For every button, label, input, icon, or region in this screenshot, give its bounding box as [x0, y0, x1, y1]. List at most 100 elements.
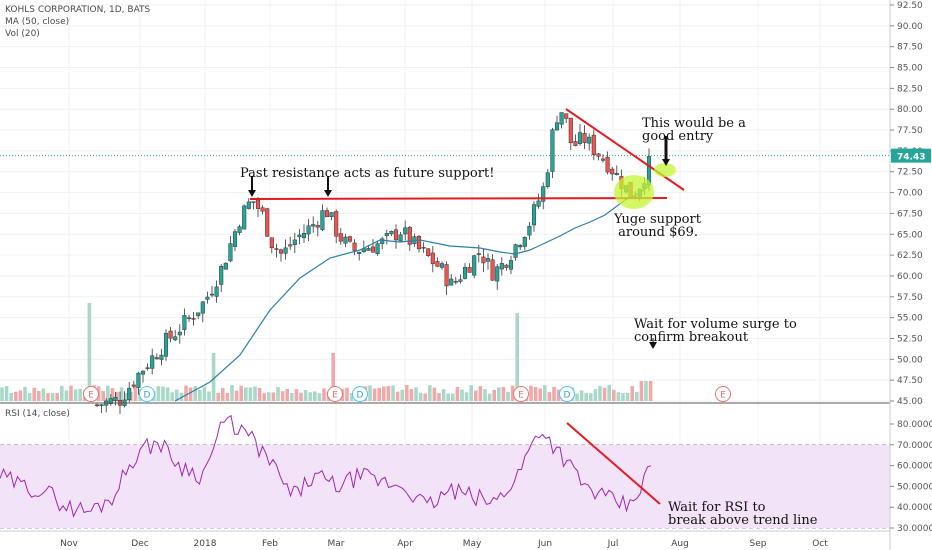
candle-body [375, 243, 380, 255]
rsi-tick-label: 30.0000 [897, 524, 932, 534]
x-tick-label: Jun [537, 539, 552, 549]
x-tick-label: 2018 [194, 539, 217, 549]
volume-bar [202, 386, 207, 401]
price-tick-label: 67.50 [897, 209, 923, 219]
volume-bar [262, 393, 266, 401]
candle-body [352, 242, 357, 251]
volume-bar [377, 387, 381, 401]
candle-body [462, 267, 468, 279]
candle-body [320, 210, 325, 230]
price-tick-label: 92.50 [897, 1, 923, 11]
event-marker-label: E [720, 391, 726, 401]
volume-bar [193, 386, 197, 401]
volume-bar [547, 392, 552, 401]
candle-body [223, 262, 228, 270]
volume-bar [556, 389, 561, 401]
volume-bar [46, 393, 50, 401]
price-tick-label: 77.50 [897, 126, 923, 136]
price-tick-label: 70.00 [897, 189, 923, 199]
candle-body [159, 354, 164, 360]
candle-body [550, 129, 555, 172]
volume-bar [294, 389, 299, 401]
x-tick-label: May [463, 539, 482, 549]
rsi-tick-label: 50.0000 [897, 482, 932, 492]
volume-bar [552, 387, 556, 401]
support-highlight [614, 175, 654, 209]
candle-body [416, 235, 422, 250]
price-tick-label: 80.00 [897, 105, 923, 115]
volume-bar [593, 389, 598, 401]
volume-bar [455, 387, 460, 401]
volume-bar [400, 389, 404, 401]
candle-body [140, 370, 146, 375]
volume-bar [460, 389, 464, 401]
x-tick-label: Jul [607, 539, 619, 549]
volume-bar [198, 390, 202, 401]
ma-legend: MA (50, close) [5, 17, 70, 27]
drawing-overlays [248, 108, 685, 505]
candle-body [389, 231, 394, 235]
annotation-past-resistance: Past resistance acts as future support! [240, 166, 495, 181]
volume-bar [50, 393, 55, 401]
candle-body [131, 384, 136, 387]
candle-body [426, 248, 431, 257]
candle-body [541, 186, 546, 202]
volume-bar [616, 392, 621, 401]
candle-body [504, 264, 509, 268]
rsi-tick-label: 70.0000 [897, 441, 932, 451]
current-price-badge [891, 148, 931, 163]
volume-bar [290, 393, 294, 401]
volume-bar [308, 392, 312, 401]
candle-body [370, 246, 376, 253]
candle-body [99, 404, 104, 406]
volume-bar [188, 387, 193, 401]
candle-body [168, 330, 173, 339]
volume-bar [276, 387, 280, 401]
volume-bar [207, 391, 211, 401]
volume-bar [221, 388, 225, 401]
volume-bar [55, 393, 59, 401]
x-tick-label: Sep [750, 539, 767, 549]
grid-lines [0, 0, 890, 530]
candle-body [145, 367, 150, 369]
rsi-tick-label: 60.0000 [897, 462, 932, 472]
ma-line [174, 184, 651, 402]
x-tick-label: Feb [262, 539, 278, 549]
volume-bar [395, 391, 400, 401]
volume-bar [423, 393, 427, 401]
current-price-label: 74.43 [897, 153, 925, 163]
candle-body [449, 278, 454, 286]
candle-body [251, 201, 256, 203]
candle-body [384, 233, 389, 237]
candle-body [186, 317, 192, 319]
volume-bar [239, 385, 243, 401]
candle-body [582, 133, 587, 143]
event-marker-earnings [327, 386, 343, 402]
price-tick-label: 85.00 [897, 64, 923, 74]
volume-bar [73, 389, 78, 401]
volume-bar [133, 387, 138, 401]
candle-body [403, 227, 408, 235]
volume-bar [216, 392, 220, 401]
volume-bar [78, 388, 82, 401]
candle-body [260, 207, 265, 212]
price-tick-label: 60.00 [897, 272, 923, 282]
candle-body [288, 244, 293, 247]
candle-body [444, 264, 449, 287]
volume-bar [474, 390, 478, 401]
volume-bar [299, 392, 303, 401]
price-tick-label: 72.50 [897, 168, 923, 178]
candle-body [490, 259, 495, 281]
volume-bar [101, 390, 105, 401]
candlesticks [94, 112, 652, 415]
volume-bar [538, 388, 542, 401]
volume-bar [271, 392, 276, 401]
volume-bar [639, 381, 644, 401]
volume-bar [497, 387, 501, 401]
volume-bar [124, 393, 128, 401]
volume-bar [234, 390, 239, 401]
volume-bar [32, 387, 36, 401]
price-tick-label: 90.00 [897, 22, 923, 32]
price-tick-label: 87.50 [897, 43, 923, 53]
candle-body [430, 252, 435, 265]
